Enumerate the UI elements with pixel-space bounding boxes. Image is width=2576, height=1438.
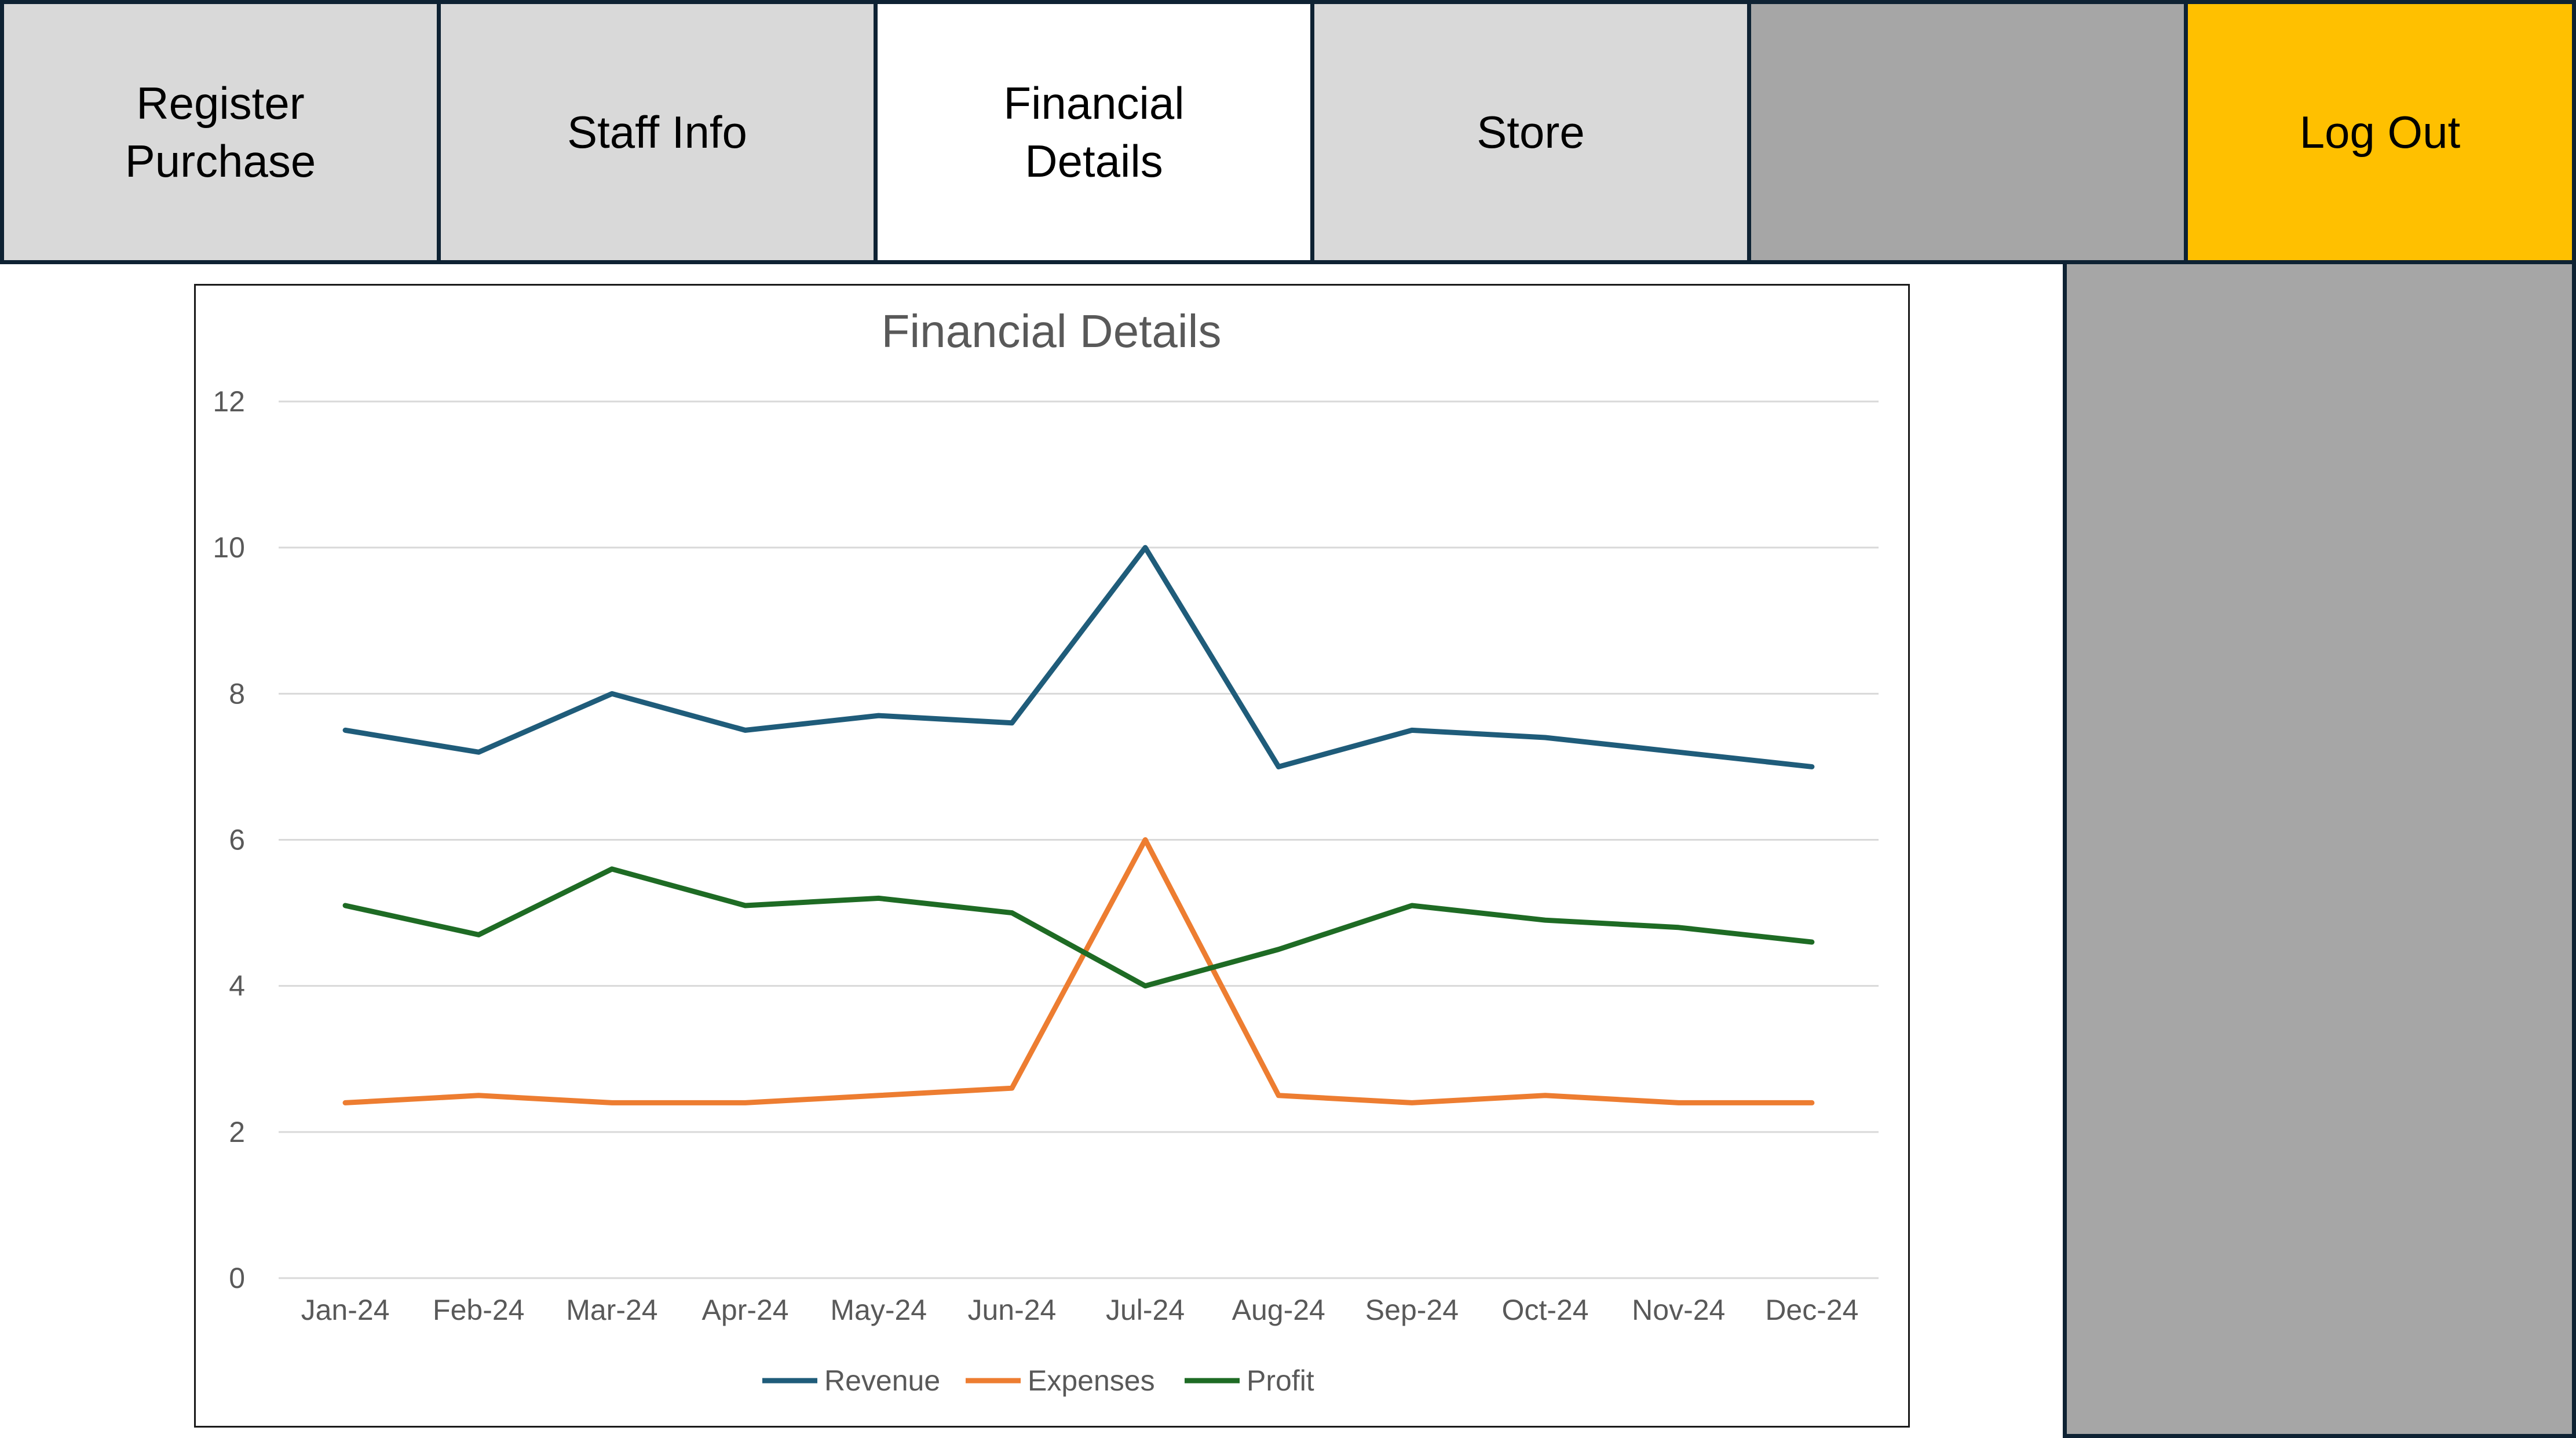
x-tick-label: Jun-24	[967, 1294, 1056, 1326]
x-tick-label: Apr-24	[702, 1294, 789, 1326]
legend-label: Expenses	[1028, 1364, 1155, 1397]
top-navigation: Register Purchase Staff Info Financial D…	[0, 0, 2576, 264]
tab-staff-info[interactable]: Staff Info	[437, 0, 878, 264]
y-tick-label: 6	[229, 824, 245, 856]
logout-button[interactable]: Log Out	[2184, 0, 2576, 264]
tab-store[interactable]: Store	[1310, 0, 1751, 264]
legend-label: Revenue	[824, 1364, 940, 1397]
tab-register-purchase-label: Register Purchase	[125, 78, 316, 187]
y-axis-ticks: 0 2 4 6 8 10 12	[213, 385, 245, 1294]
tab-staff-info-label: Staff Info	[567, 107, 747, 158]
logout-button-label: Log Out	[2299, 107, 2461, 158]
series-line-profit	[342, 866, 1815, 989]
tab-financial-details-label: Financial Details	[1003, 78, 1185, 187]
x-axis-ticks: Jan-24 Feb-24 Mar-24 Apr-24 May-24 Jun-24 Jul-…	[301, 1294, 1859, 1326]
tab-register-purchase[interactable]: Register Purchase	[0, 0, 441, 264]
x-tick-label: Feb-24	[433, 1294, 524, 1326]
chart-title: Financial Details	[882, 305, 1222, 357]
legend-label: Profit	[1247, 1364, 1314, 1397]
x-tick-label: Nov-24	[1632, 1294, 1725, 1326]
x-tick-label: Jan-24	[301, 1294, 390, 1326]
chart-gridlines	[279, 400, 1879, 1279]
tab-store-label: Store	[1477, 107, 1585, 158]
financial-chart: 0 2 4 6 8 10 12 Jan-24 Feb-24 Mar-24 Apr-24 May-24…	[194, 284, 1910, 1428]
side-panel	[2063, 260, 2576, 1438]
x-tick-label: Mar-24	[566, 1294, 657, 1326]
y-tick-label: 0	[229, 1262, 245, 1294]
legend-item-revenue: Revenue	[762, 1364, 940, 1397]
y-tick-label: 8	[229, 677, 245, 710]
tab-financial-details[interactable]: Financial Details	[874, 0, 1314, 264]
y-tick-label: 12	[213, 385, 245, 418]
series-line-expenses	[342, 837, 1815, 1105]
x-tick-label: Jul-24	[1106, 1294, 1185, 1326]
y-tick-label: 4	[229, 970, 245, 1002]
y-tick-label: 10	[213, 531, 245, 564]
x-tick-label: Oct-24	[1502, 1294, 1589, 1326]
x-tick-label: Aug-24	[1232, 1294, 1325, 1326]
x-tick-label: Sep-24	[1365, 1294, 1459, 1326]
tab-blank	[1747, 0, 2188, 264]
y-tick-label: 2	[229, 1116, 245, 1148]
chart-canvas: 0 2 4 6 8 10 12 Jan-24 Feb-24 Mar-24 Apr-24 May-24…	[213, 305, 1879, 1397]
series-line-revenue	[342, 545, 1815, 769]
legend-item-expenses: Expenses	[966, 1364, 1155, 1397]
x-tick-label: Dec-24	[1765, 1294, 1858, 1326]
chart-legend: Revenue Expenses Profit	[762, 1364, 1314, 1397]
chart-series	[342, 545, 1815, 1105]
x-tick-label: May-24	[830, 1294, 927, 1326]
legend-item-profit: Profit	[1185, 1364, 1314, 1397]
